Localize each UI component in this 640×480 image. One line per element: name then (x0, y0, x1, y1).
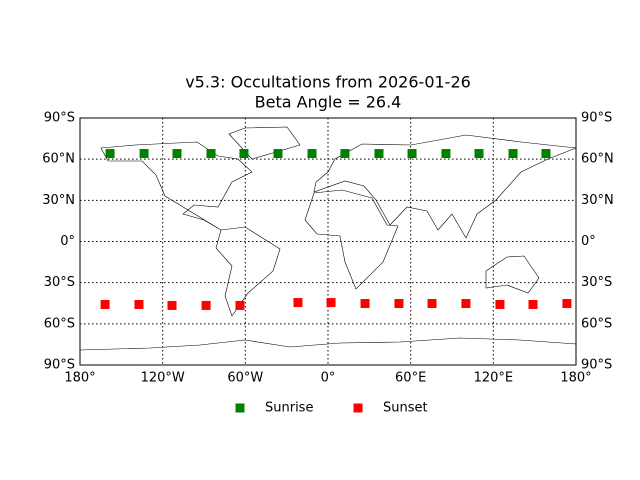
point (172, 149, 182, 159)
point (273, 149, 283, 159)
y-tick-label-right: 30°N (581, 193, 614, 208)
chart-title: v5.3: Occultations from 2026-01-26 (185, 73, 471, 92)
x-tick-label: 120°W (141, 371, 185, 386)
point (134, 299, 144, 309)
legend-marker (235, 403, 245, 413)
point (528, 299, 538, 309)
y-tick-label: 60°N (42, 152, 75, 167)
legend-marker (353, 403, 363, 413)
point (508, 149, 518, 159)
point (562, 299, 572, 309)
x-tick-label: 180° (64, 371, 95, 386)
point (474, 149, 484, 159)
y-tick-label: 30°S (44, 275, 75, 290)
y-tick-label-right: 90°S (581, 111, 612, 126)
legend-label: Sunset (383, 401, 428, 416)
point (239, 149, 249, 159)
x-tick-label: 180° (560, 371, 591, 386)
y-tick-label-right: 90°S (581, 358, 612, 373)
y-tick-label-right: 60°N (581, 152, 614, 167)
x-tick-label: 60°E (395, 371, 426, 386)
point (139, 149, 149, 159)
point (427, 299, 437, 309)
point (206, 149, 216, 159)
x-tick-label: 0° (321, 371, 336, 386)
point (201, 300, 211, 310)
chart-subtitle: Beta Angle = 26.4 (255, 93, 402, 112)
x-tick-label: 120°E (474, 371, 514, 386)
point (167, 300, 177, 310)
point (394, 299, 404, 309)
point (495, 299, 505, 309)
point (374, 149, 384, 159)
point (105, 149, 115, 159)
point (461, 299, 471, 309)
point (293, 298, 303, 308)
y-tick-label: 30°N (42, 193, 75, 208)
y-tick-label-right: 30°S (581, 275, 612, 290)
point (326, 298, 336, 308)
coastlines (79, 126, 577, 351)
point (541, 149, 551, 159)
point (340, 149, 350, 159)
point (307, 149, 317, 159)
y-tick-label: 0° (60, 234, 75, 249)
y-tick-label-right: 60°S (581, 316, 612, 331)
y-tick-label: 60°S (44, 316, 75, 331)
x-tick-label: 60°W (227, 371, 263, 386)
legend-label: Sunrise (265, 401, 313, 416)
y-tick-label: 90°S (44, 358, 75, 373)
point (235, 300, 245, 310)
point (407, 149, 417, 159)
point (100, 299, 110, 309)
point (441, 149, 451, 159)
point (360, 299, 370, 309)
y-tick-label-right: 0° (581, 234, 596, 249)
y-tick-label: 90°S (44, 111, 75, 126)
